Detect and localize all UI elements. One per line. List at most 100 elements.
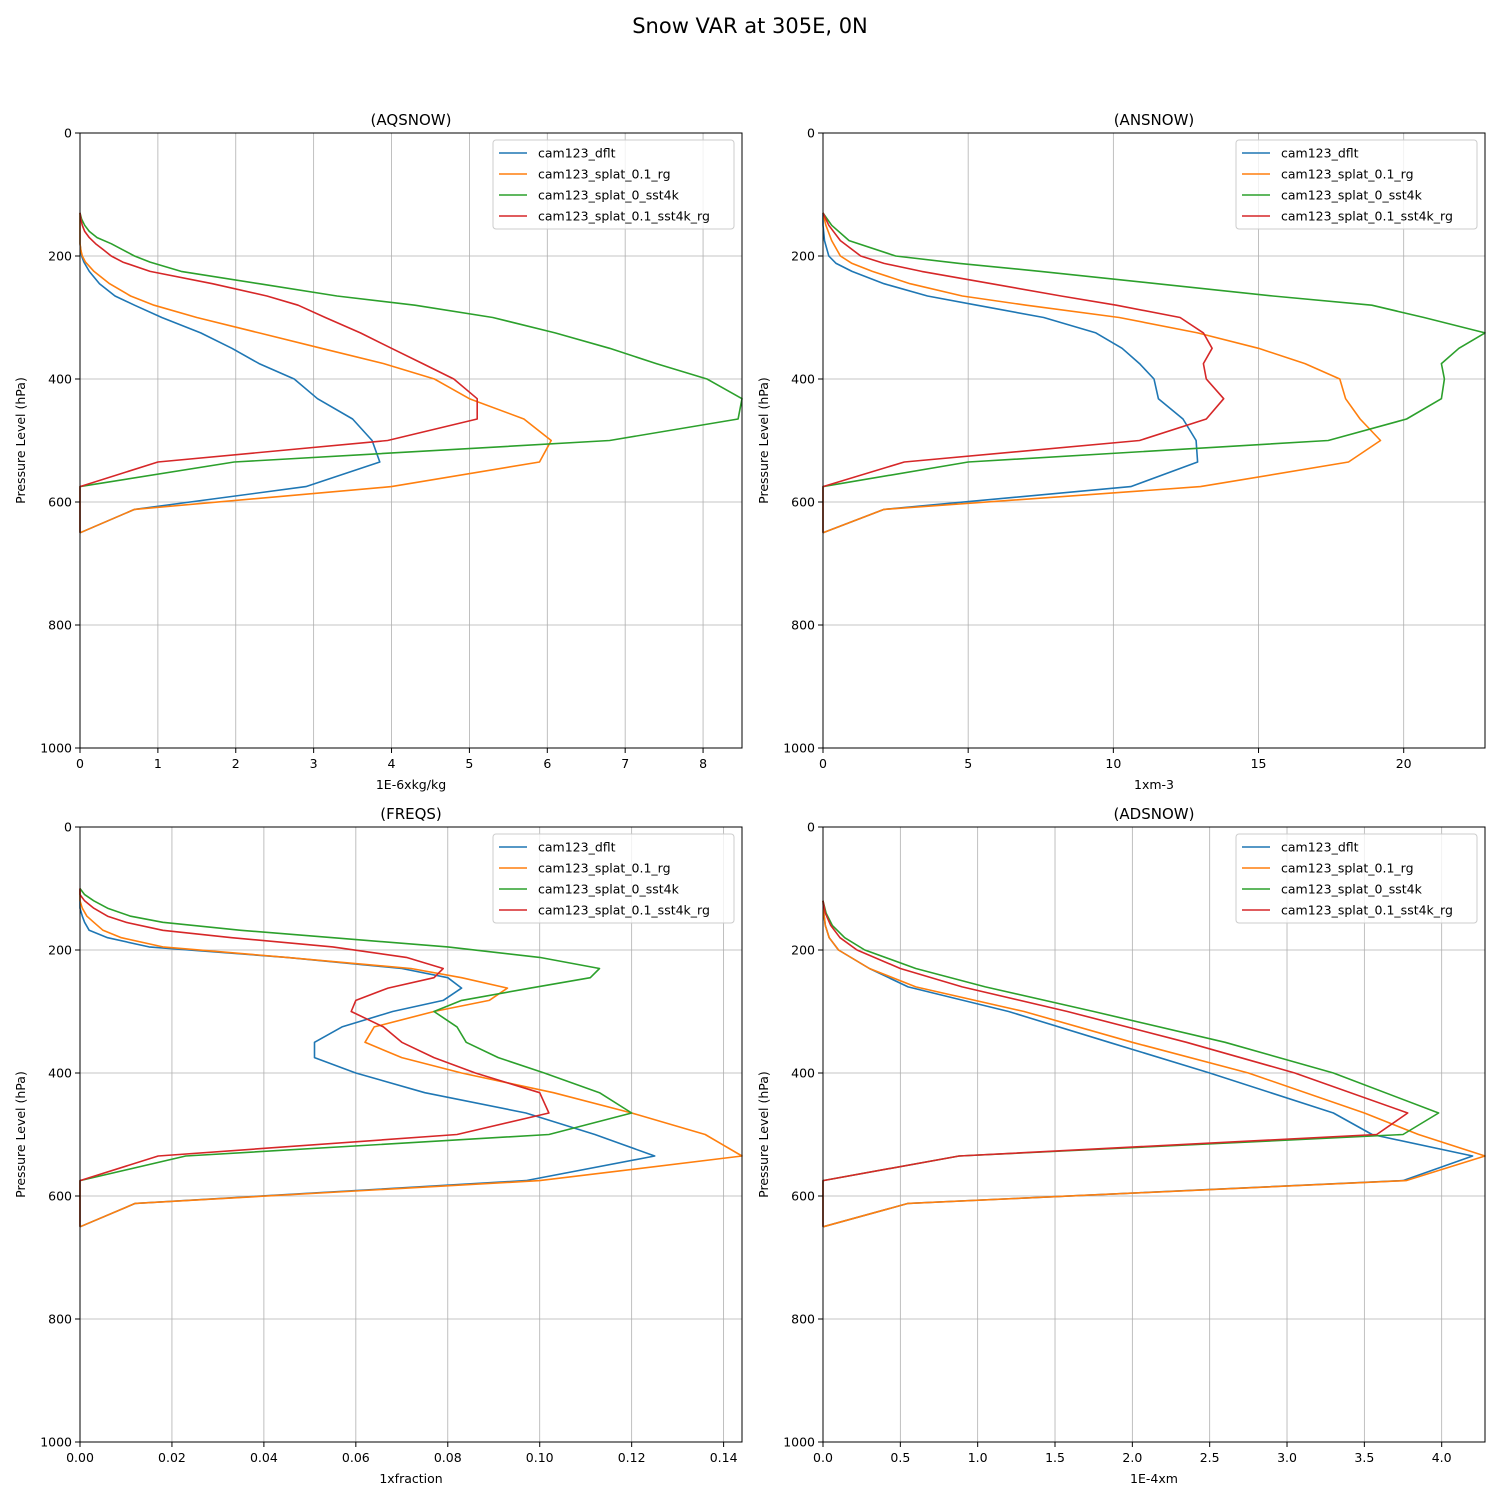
chart-title: (ADSNOW): [1114, 805, 1195, 823]
y-axis-label: Pressure Level (hPa): [756, 377, 771, 504]
y-tick-label: 0: [64, 820, 72, 835]
y-axis-label: Pressure Level (hPa): [13, 1071, 28, 1198]
series-line: [79, 888, 743, 1228]
chart-title: (FREQS): [380, 805, 442, 823]
x-tick-label: 10: [1105, 756, 1121, 771]
x-tick-label: 0.08: [434, 1450, 462, 1465]
y-tick-label: 400: [48, 372, 72, 387]
x-tick-label: 4: [388, 756, 396, 771]
x-tick-label: 0: [76, 756, 84, 771]
x-axis-label: 1E-6xkg/kg: [376, 777, 446, 792]
axes-frame: [822, 132, 1486, 749]
y-tick-label: 1000: [40, 1435, 72, 1450]
y-tick-label: 600: [48, 495, 72, 510]
x-tick-label: 20: [1396, 756, 1412, 771]
legend-label: cam123_dflt: [1281, 146, 1359, 161]
series-line: [79, 888, 550, 1227]
x-tick-label: 0: [819, 756, 827, 771]
y-axis-label: Pressure Level (hPa): [756, 1071, 771, 1198]
chart-panel: 0.00 0.02 0.04 0.06 0.08 0.10 0.12 0.14 0 200 400 6…: [13, 805, 743, 1486]
y-tick-label: 0: [64, 126, 72, 141]
y-tick-label: 200: [791, 943, 815, 958]
series-line: [822, 212, 1486, 533]
x-tick-label: 0.10: [526, 1450, 554, 1465]
y-tick-label: 0: [807, 820, 815, 835]
y-tick-label: 800: [791, 1312, 815, 1327]
x-tick-label: 2.5: [1200, 1450, 1220, 1465]
legend: cam123_dflt cam123_splat_0.1_rg cam123_spl…: [1235, 139, 1478, 230]
x-tick-label: 1.0: [968, 1450, 988, 1465]
legend-label: cam123_splat_0_sst4k: [538, 882, 680, 897]
y-tick-label: 400: [791, 372, 815, 387]
x-axis-label: 1xfraction: [379, 1471, 442, 1486]
x-tick-label: 5: [465, 756, 473, 771]
legend-box: [492, 139, 735, 230]
x-axis-label: 1E-4xm: [1130, 1471, 1178, 1486]
x-tick-label: 5: [964, 756, 972, 771]
legend: cam123_dflt cam123_splat_0.1_rg cam123_spl…: [492, 833, 735, 924]
legend-label: cam123_splat_0.1_rg: [538, 861, 671, 876]
y-tick-label: 400: [48, 1066, 72, 1081]
y-tick-label: 1000: [783, 1435, 815, 1450]
series-line: [79, 888, 633, 1227]
x-tick-label: 0.5: [890, 1450, 910, 1465]
series-line: [79, 888, 656, 1228]
x-tick-label: 0.06: [342, 1450, 370, 1465]
x-tick-label: 7: [621, 756, 629, 771]
x-tick-label: 2: [232, 756, 240, 771]
legend: cam123_dflt cam123_splat_0.1_rg cam123_spl…: [1235, 833, 1478, 924]
legend-label: cam123_splat_0.1_sst4k_rg: [1281, 209, 1453, 224]
y-tick-label: 600: [791, 1189, 815, 1204]
y-tick-label: 1000: [783, 741, 815, 756]
series-line: [822, 212, 1225, 533]
x-tick-label: 1: [154, 756, 162, 771]
x-tick-label: 4.0: [1432, 1450, 1452, 1465]
chart-title: (AQSNOW): [371, 111, 452, 129]
x-tick-label: 0.14: [710, 1450, 738, 1465]
legend-label: cam123_splat_0.1_rg: [1281, 861, 1414, 876]
x-tick-label: 3.5: [1354, 1450, 1374, 1465]
series-line: [822, 900, 1409, 1227]
x-tick-label: 0.02: [158, 1450, 186, 1465]
x-tick-label: 15: [1251, 756, 1267, 771]
axes-frame: [79, 826, 743, 1443]
legend-box: [1235, 139, 1478, 230]
y-axis-label: Pressure Level (hPa): [13, 377, 28, 504]
y-tick-label: 0: [807, 126, 815, 141]
legend-label: cam123_dflt: [1281, 840, 1359, 855]
legend: cam123_dflt cam123_splat_0.1_rg cam123_spl…: [492, 139, 735, 230]
legend-label: cam123_dflt: [538, 840, 616, 855]
series-line: [822, 900, 1486, 1228]
y-tick-label: 800: [791, 618, 815, 633]
figure-title: Snow VAR at 305E, 0N: [632, 14, 868, 38]
series-line: [79, 212, 381, 534]
x-tick-label: 0.0: [813, 1450, 833, 1465]
legend-label: cam123_splat_0.1_rg: [538, 167, 671, 182]
legend-label: cam123_splat_0.1_sst4k_rg: [538, 209, 710, 224]
axes-frame: [79, 132, 743, 749]
legend-label: cam123_splat_0_sst4k: [1281, 188, 1423, 203]
legend-label: cam123_splat_0.1_rg: [1281, 167, 1414, 182]
grid: [79, 132, 742, 749]
x-tick-label: 3.0: [1277, 1450, 1297, 1465]
x-tick-label: 0.04: [250, 1450, 278, 1465]
series-line: [79, 212, 553, 534]
x-tick-label: 2.0: [1122, 1450, 1142, 1465]
y-tick-label: 800: [48, 1312, 72, 1327]
chart-panel: 0.0 0.5 1.0 1.5 2.0 2.5 3.0 3.5 4.0 0 200 400 600 800…: [756, 805, 1486, 1486]
x-tick-label: 3: [310, 756, 318, 771]
y-tick-label: 200: [48, 943, 72, 958]
legend-label: cam123_splat_0.1_sst4k_rg: [1281, 903, 1453, 918]
legend-label: cam123_splat_0.1_sst4k_rg: [538, 903, 710, 918]
x-tick-label: 0.00: [66, 1450, 94, 1465]
legend-label: cam123_dflt: [538, 146, 616, 161]
chart-panel: 0 5 10 15 2002004006008001000(ANSNOW)1xm-3Pr…: [756, 111, 1486, 792]
y-tick-label: 1000: [40, 741, 72, 756]
y-tick-label: 600: [48, 1189, 72, 1204]
y-tick-label: 200: [791, 249, 815, 264]
legend-label: cam123_splat_0_sst4k: [538, 188, 680, 203]
x-axis-label: 1xm-3: [1134, 777, 1174, 792]
y-tick-label: 400: [791, 1066, 815, 1081]
